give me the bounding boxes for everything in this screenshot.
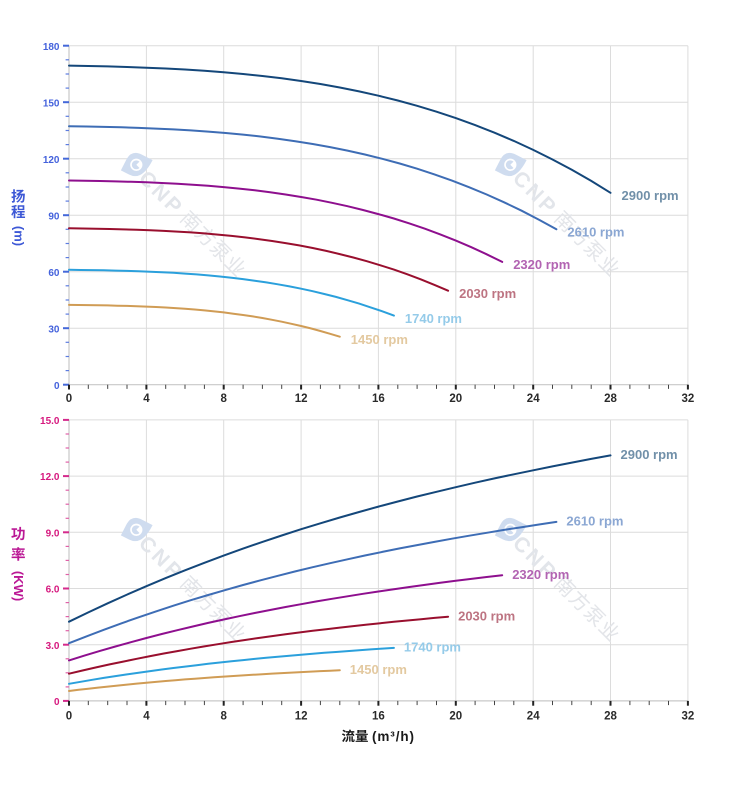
svg-text:1740 rpm: 1740 rpm [405,311,462,326]
svg-text:2030 rpm: 2030 rpm [459,286,516,301]
svg-text:8: 8 [220,393,227,405]
svg-text:1450 rpm: 1450 rpm [350,662,407,677]
svg-text:2610 rpm: 2610 rpm [567,225,624,240]
svg-text:4: 4 [143,711,150,723]
svg-text:(m): (m) [12,226,27,246]
svg-text:32: 32 [682,711,695,723]
svg-text:180: 180 [43,42,60,53]
svg-text:(KW): (KW) [11,571,26,601]
svg-text:3.0: 3.0 [46,641,60,652]
svg-text:2900 rpm: 2900 rpm [622,188,679,203]
svg-text:2900 rpm: 2900 rpm [621,447,678,462]
svg-text:1740 rpm: 1740 rpm [404,640,461,655]
svg-text:16: 16 [372,711,385,723]
svg-text:12.0: 12.0 [40,472,60,483]
svg-text:16: 16 [372,393,385,405]
svg-text:24: 24 [527,393,540,405]
svg-text:2320 rpm: 2320 rpm [513,257,570,272]
svg-text:20: 20 [449,711,462,723]
svg-text:8: 8 [220,711,227,723]
svg-text:15.0: 15.0 [40,416,60,427]
svg-text:12: 12 [295,393,308,405]
svg-text:60: 60 [48,268,60,279]
svg-text:30: 30 [48,324,60,335]
svg-text:(m³/h): (m³/h) [372,729,415,744]
svg-text:0: 0 [54,381,60,392]
svg-text:6.0: 6.0 [46,585,60,596]
svg-text:9.0: 9.0 [46,528,60,539]
svg-text:12: 12 [295,711,308,723]
svg-text:2610 rpm: 2610 rpm [566,514,623,529]
svg-text:0: 0 [66,393,72,405]
svg-text:28: 28 [604,711,617,723]
svg-text:90: 90 [48,211,60,222]
svg-text:32: 32 [682,393,695,405]
svg-text:2030 rpm: 2030 rpm [458,609,515,624]
svg-text:150: 150 [43,98,60,109]
svg-text:0: 0 [54,697,60,708]
svg-text:24: 24 [527,711,540,723]
svg-text:1450 rpm: 1450 rpm [351,332,408,347]
svg-text:20: 20 [449,393,462,405]
svg-text:4: 4 [143,393,150,405]
svg-text:120: 120 [43,155,60,166]
svg-text:0: 0 [66,711,72,723]
svg-text:2320 rpm: 2320 rpm [512,567,569,582]
svg-text:28: 28 [604,393,617,405]
